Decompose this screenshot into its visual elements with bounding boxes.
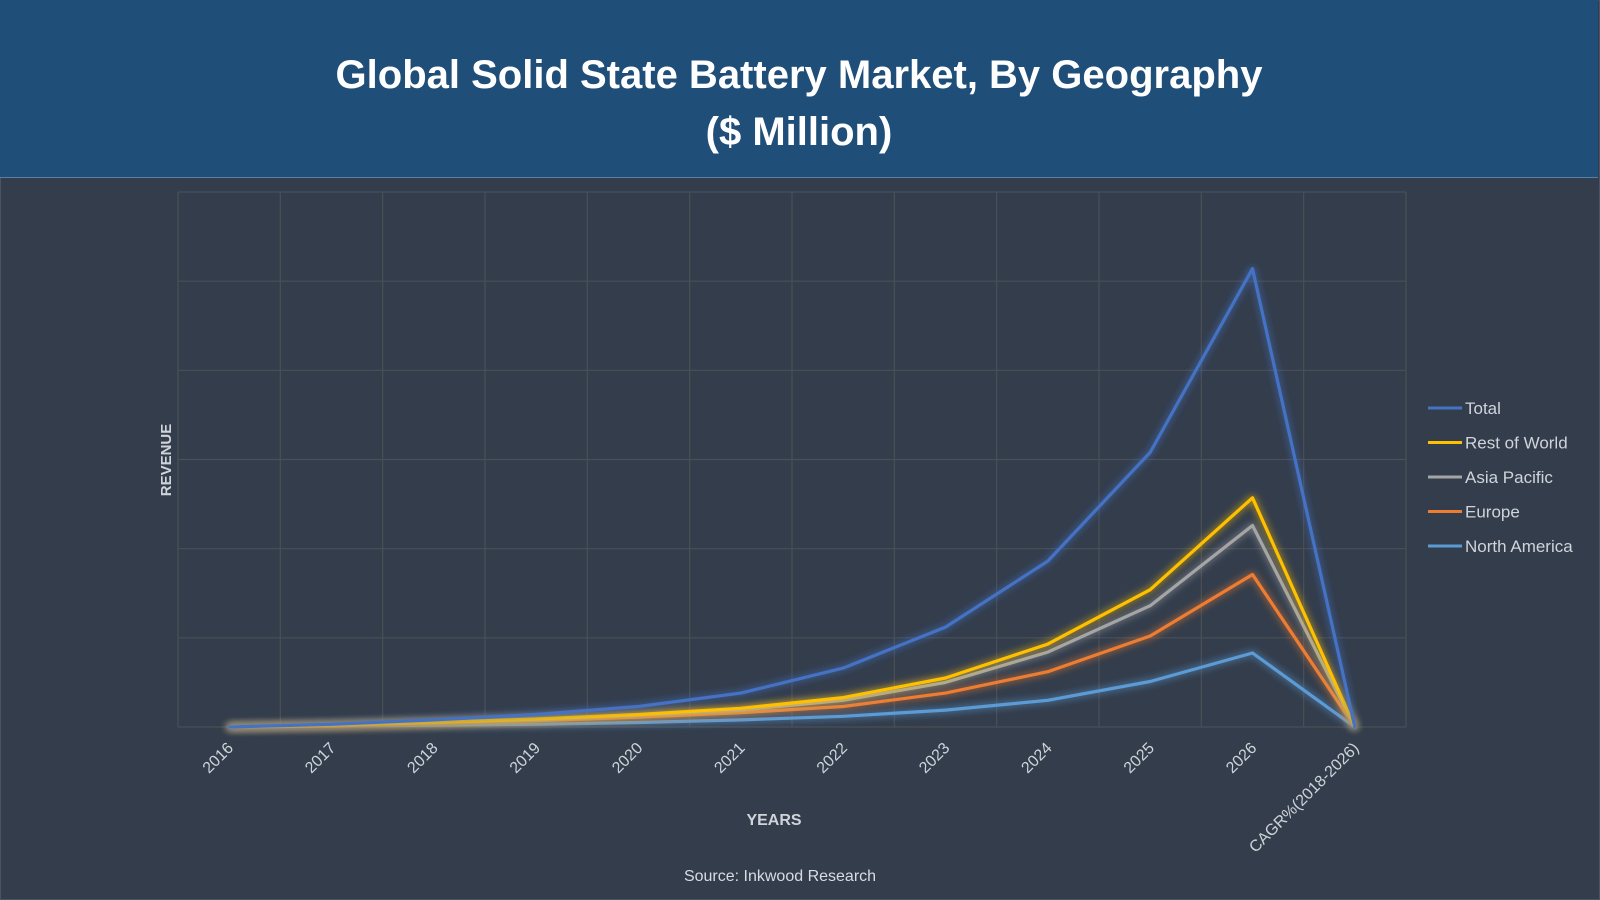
series-line-rest-of-world: [227, 496, 1357, 729]
x-tick-label: 2021: [711, 740, 748, 777]
x-tick-label: CAGR%(2018-2026): [1246, 740, 1362, 856]
x-tick-label: 2022: [814, 740, 851, 777]
x-tick-label: 2025: [1121, 740, 1158, 777]
legend-item: Rest of World: [1428, 434, 1568, 453]
gridlines: [177, 191, 1407, 728]
x-tick-label: 2019: [507, 740, 544, 777]
x-tick-label: 2016: [200, 740, 237, 777]
chart-title: Global Solid State Battery Market, By Ge…: [335, 53, 1263, 97]
series-lines: [227, 267, 1357, 729]
legend-label: Total: [1465, 399, 1501, 418]
x-tick-label: 2026: [1223, 740, 1260, 777]
legend-label: Asia Pacific: [1465, 468, 1553, 487]
legend-label: Rest of World: [1465, 434, 1568, 453]
legend-item: North America: [1428, 537, 1573, 556]
x-axis-label: YEARS: [746, 812, 801, 829]
x-tick-label: 2018: [404, 740, 441, 777]
source-note: Source: Inkwood Research: [683, 868, 877, 885]
legend-label: Europe: [1465, 503, 1520, 522]
chart-subtitle: ($ Million): [705, 110, 893, 154]
legend: Total Rest of World Asia Pacific Europe Nort…: [1428, 399, 1573, 556]
y-axis-label: REVENUE: [158, 424, 175, 497]
title-banner: Global Solid State Battery Market, By Ge…: [0, 0, 1598, 178]
legend-item: Europe: [1428, 503, 1520, 522]
x-tick-label: 2023: [916, 740, 953, 777]
legend-item: Asia Pacific: [1428, 468, 1553, 487]
x-tick-label: 2024: [1018, 740, 1055, 777]
legend-item: Total: [1428, 399, 1501, 418]
x-tick-labels: 2016 2017 2018 2019 2020 2021 2022 2023 2024 2025…: [200, 740, 1363, 856]
x-tick-label: 2017: [302, 740, 339, 777]
x-tick-label: 2020: [609, 740, 646, 777]
legend-label: North America: [1465, 537, 1573, 556]
series-line-total: [227, 267, 1357, 729]
